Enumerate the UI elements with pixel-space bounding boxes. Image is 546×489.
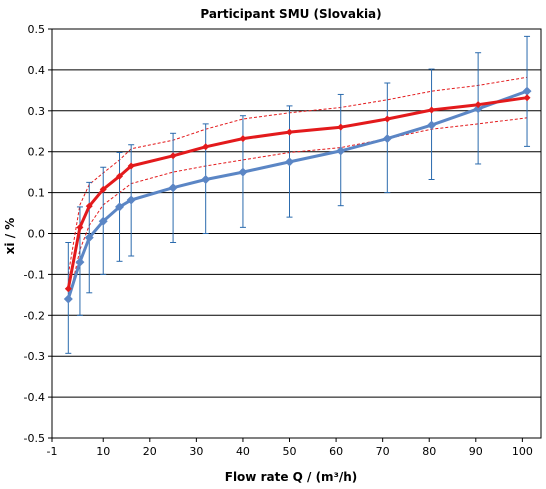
x-tick-label: 60 — [329, 445, 343, 458]
reference-point — [64, 285, 72, 293]
reference-point — [474, 101, 482, 109]
x-tick-label: 20 — [143, 445, 157, 458]
participant-point — [427, 120, 437, 130]
participant-point — [201, 175, 211, 185]
reference-point — [383, 115, 391, 123]
participant-point — [126, 195, 136, 205]
x-tick-label: 70 — [376, 445, 390, 458]
y-tick-label: 0.1 — [28, 187, 46, 200]
participant-point — [168, 183, 178, 193]
y-tick-label: -0.5 — [24, 432, 45, 445]
participant-point — [336, 146, 346, 156]
x-tick-label: 90 — [469, 445, 483, 458]
participant-point — [84, 233, 94, 243]
reference-point — [76, 223, 84, 231]
participant-point — [238, 167, 248, 177]
reference-point — [169, 152, 177, 160]
reference-point — [337, 123, 345, 131]
participant-line — [66, 89, 528, 300]
y-tick-label: 0.0 — [28, 228, 46, 241]
chart-title: Participant SMU (Slovakia) — [200, 7, 381, 21]
participant-point — [285, 157, 295, 167]
y-axis-ticks: -0.5 -0.4 -0.3 -0.2 -0.1 0.0 0.1 0.2 0.3 0.4 0.5 — [24, 23, 52, 445]
reference-point — [202, 143, 210, 151]
series-lines — [66, 89, 528, 300]
x-tick-label: 10 — [96, 445, 110, 458]
x-tick-label: 40 — [236, 445, 250, 458]
participant-point — [98, 216, 108, 226]
reference-point — [99, 185, 107, 193]
x-axis-label: Flow rate Q / (m³/h) — [225, 470, 357, 484]
reference-point — [239, 135, 247, 143]
reference-point — [286, 128, 294, 136]
y-tick-label: -0.4 — [24, 391, 45, 404]
y-tick-label: -0.3 — [24, 350, 45, 363]
participant-error-bars — [65, 35, 531, 354]
reference-point — [523, 94, 531, 102]
participant-point — [75, 257, 85, 267]
reference-point — [116, 172, 124, 180]
reference-band-low-line — [67, 117, 528, 304]
x-tick-label: 100 — [512, 445, 533, 458]
y-tick-label: 0.4 — [28, 64, 46, 77]
x-tick-label: 30 — [189, 445, 203, 458]
y-axis-label: xi / % — [3, 218, 17, 255]
y-tick-label: 0.5 — [28, 23, 46, 36]
participant-point — [115, 202, 125, 212]
participant-point — [522, 86, 532, 96]
data-points — [63, 86, 532, 304]
y-tick-label: -0.1 — [24, 268, 45, 281]
y-tick-label: 0.3 — [28, 105, 46, 118]
participant-point — [473, 104, 483, 114]
x-tick-label: 80 — [422, 445, 436, 458]
reference-point — [428, 106, 436, 114]
participant-point — [382, 134, 392, 144]
y-tick-label: 0.2 — [28, 146, 46, 159]
reference-point — [85, 202, 93, 210]
y-tick-label: -0.2 — [24, 309, 45, 322]
x-axis-ticks: -1 10 20 30 40 50 60 70 80 90 100 — [47, 438, 533, 458]
x-tick-label: 50 — [283, 445, 297, 458]
reference-point — [127, 162, 135, 170]
gridlines — [52, 28, 541, 439]
participant-point — [63, 294, 73, 304]
x-tick-label: -1 — [47, 445, 58, 458]
